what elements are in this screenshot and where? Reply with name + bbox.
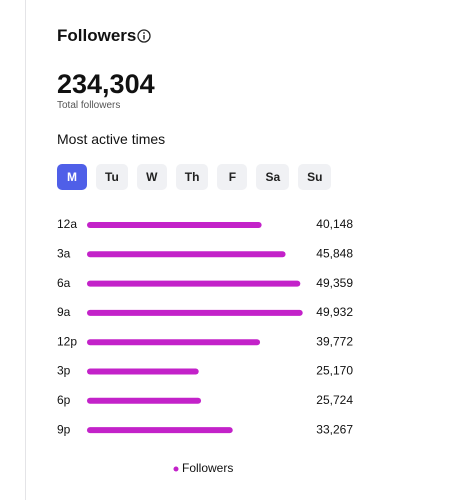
day-tab[interactable]: Tu — [96, 164, 128, 190]
divider — [25, 0, 26, 500]
row-label: 9p — [57, 422, 71, 436]
title: Followers — [57, 26, 137, 45]
row-label: 6a — [57, 276, 71, 290]
day-tab[interactable]: M — [57, 164, 87, 190]
day-tab[interactable]: Th — [175, 164, 209, 190]
value-label: 39,772 — [316, 334, 353, 348]
total-value: 234,304 — [57, 69, 155, 99]
day-tabs: M Tu W Th F Sa Su — [57, 164, 332, 190]
row-label: 6p — [57, 393, 71, 407]
day-tab[interactable]: Su — [298, 164, 332, 190]
value-label: 25,170 — [316, 364, 353, 378]
row-label: 12a — [57, 217, 77, 231]
row-label: 12p — [57, 334, 77, 348]
row-label: 3a — [57, 246, 71, 260]
chart: 12a 40,148 3a 45,848 6a 49,359 9a 49,932 12p 39,7… — [57, 217, 353, 475]
info-icon[interactable] — [137, 29, 151, 43]
legend-label: Followers — [182, 461, 233, 475]
row-label: 9a — [57, 305, 71, 319]
legend-dot — [173, 466, 179, 472]
value-label: 33,267 — [316, 422, 353, 436]
day-tab[interactable]: F — [217, 164, 248, 190]
value-label: 25,724 — [316, 393, 353, 407]
value-label: 49,932 — [316, 305, 353, 319]
day-tab[interactable]: W — [136, 164, 167, 190]
value-label: 45,848 — [316, 246, 353, 260]
value-label: 40,148 — [316, 217, 353, 231]
day-tab[interactable]: Sa — [256, 164, 290, 190]
section-title: Most active times — [57, 131, 166, 147]
total-label: Total followers — [57, 100, 121, 111]
value-label: 49,359 — [316, 276, 353, 290]
row-label: 3p — [57, 364, 71, 378]
